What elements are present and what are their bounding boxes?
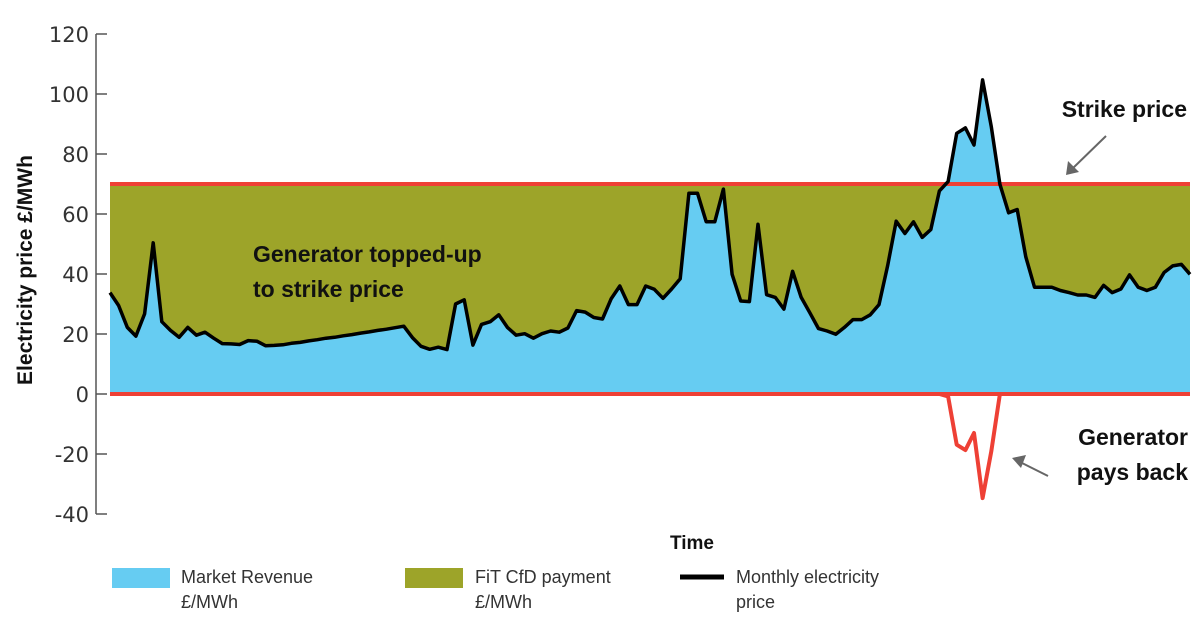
annotation-strike-price-text: Strike price <box>1062 96 1187 122</box>
legend-label-market-revenue-2: £/MWh <box>181 592 238 612</box>
y-tick-label: 40 <box>62 263 89 287</box>
generator-payback-line <box>938 392 1002 501</box>
y-tick-label: -20 <box>55 443 89 467</box>
legend-swatch-fit-cfd <box>405 568 463 588</box>
monthly-price-line <box>108 78 1192 352</box>
legend-label-market-revenue-1: Market Revenue <box>181 567 313 587</box>
legend-label-monthly-price-2: price <box>736 592 775 612</box>
annotation-pays-back-line-1: Generator <box>1078 424 1188 450</box>
area-fills <box>110 79 1190 395</box>
annotation-topped-up: Generator topped-up to strike price <box>253 241 482 302</box>
legend-label-monthly-price-1: Monthly electricity <box>736 567 879 587</box>
y-axis: -40 -20 0 20 40 60 80 100 120 <box>49 23 107 527</box>
y-tick-label: 0 <box>76 383 89 407</box>
annotation-strike-price: Strike price <box>1062 96 1187 175</box>
legend-label-fit-cfd-2: £/MWh <box>475 592 532 612</box>
annotation-topped-up-line-2: to strike price <box>253 276 404 302</box>
y-tick-label: 100 <box>49 83 89 107</box>
pays-back-arrow <box>1019 461 1049 477</box>
fit-cfd-payment-area <box>110 184 1190 350</box>
annotation-topped-up-line-1: Generator topped-up <box>253 241 482 267</box>
annotation-pays-back-line-2: pays back <box>1077 459 1188 485</box>
y-tick-label: 80 <box>62 143 89 167</box>
legend-item-monthly-price: Monthly electricity price <box>680 567 879 612</box>
y-ticks: -40 -20 0 20 40 60 80 100 120 <box>49 23 107 527</box>
market-revenue-area <box>110 79 1190 395</box>
strike-price-arrowhead <box>1066 161 1079 175</box>
y-axis-label: Electricity price £/MWh <box>14 155 37 385</box>
y-tick-label: -40 <box>55 503 89 527</box>
pays-back-arrowhead <box>1012 455 1026 468</box>
legend-swatch-market-revenue <box>112 568 170 588</box>
legend-item-market-revenue: Market Revenue £/MWh <box>112 567 313 612</box>
legend-label-fit-cfd-1: FiT CfD payment <box>475 567 611 587</box>
legend: Market Revenue £/MWh FiT CfD payment £/M… <box>112 567 879 612</box>
annotation-pays-back: Generator pays back <box>1012 424 1188 485</box>
y-tick-label: 60 <box>62 203 89 227</box>
strike-price-arrow <box>1070 135 1107 171</box>
y-tick-label: 120 <box>49 23 89 47</box>
y-tick-label: 20 <box>62 323 89 347</box>
reference-lines <box>108 78 1192 501</box>
legend-item-fit-cfd: FiT CfD payment £/MWh <box>405 567 611 612</box>
x-axis-label: Time <box>670 533 714 554</box>
